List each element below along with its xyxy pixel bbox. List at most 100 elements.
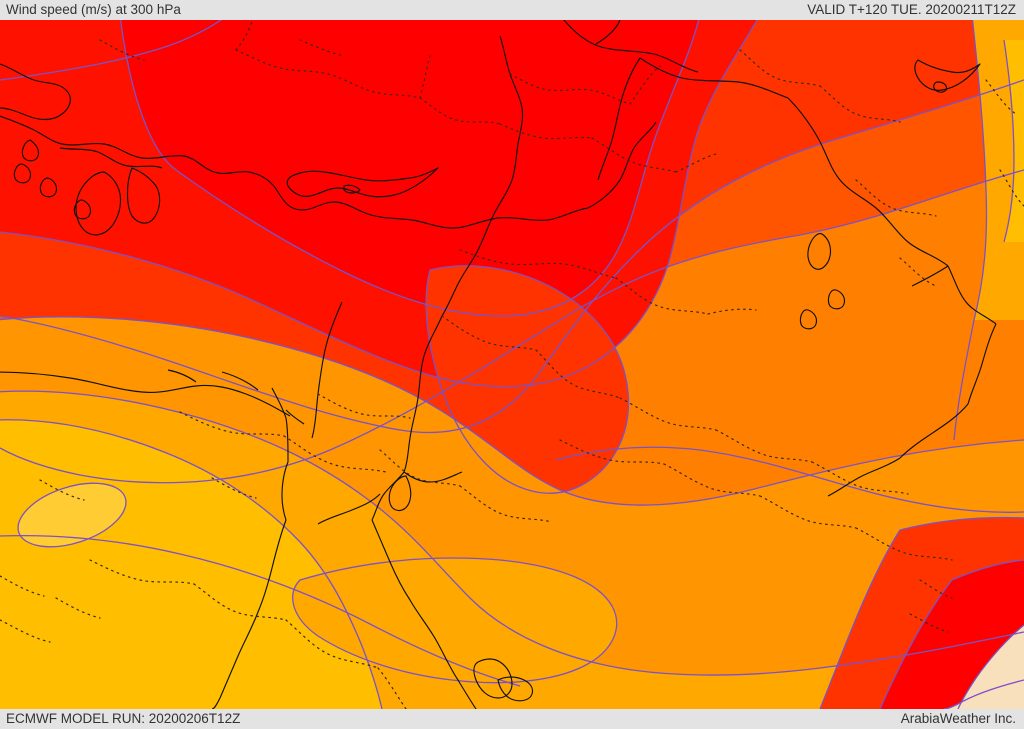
border [459,249,617,279]
border [299,39,345,57]
border [919,579,953,599]
contour-line [292,557,618,684]
contour-line [819,529,901,709]
coastline [403,315,443,473]
coastline [317,493,381,525]
coastline [807,232,832,270]
coastline [388,475,412,512]
border [377,667,407,709]
border [899,257,937,287]
weather-map-canvas[interactable] [0,20,1024,709]
border [0,619,51,643]
contour-line [951,559,1024,581]
border [559,439,665,465]
border [235,49,421,99]
coastline [827,289,846,310]
border [739,49,821,87]
coastline [371,471,405,521]
coastline [799,309,818,330]
coastline [0,371,291,417]
coastline [787,97,949,267]
wind-speed-contour-map [0,20,1024,709]
coastline [13,163,32,184]
border [819,85,901,123]
border [283,435,387,473]
coastline [0,115,251,174]
border [0,575,45,597]
contour-line [555,446,1024,513]
header-bar: Wind speed (m/s) at 300 hPa VALID T+120 … [0,0,1024,20]
coastline [597,57,641,181]
border [55,597,101,619]
border-layer [0,20,1024,709]
contour-line [0,20,223,81]
border [419,97,501,125]
border [707,308,757,315]
border [317,393,411,419]
coastline [21,139,40,162]
border [535,349,621,399]
coastline [285,417,289,462]
footer-bar: ECMWF MODEL RUN: 20200206T12Z ArabiaWeat… [0,709,1024,729]
coastline [947,265,997,325]
contour-line [0,20,758,388]
border [99,39,145,61]
coastline [933,81,948,93]
valid-time-label: VALID T+120 TUE. 20200211T12Z [807,2,1016,17]
border [985,79,1017,115]
coastline [914,59,981,91]
contour-line [0,390,1024,676]
map-title: Wind speed (m/s) at 300 hPa [6,2,181,17]
contour-line [1003,39,1015,243]
coastline [0,63,71,121]
border [629,65,661,105]
border [235,20,254,51]
attribution-label: ArabiaWeather Inc. [900,711,1016,726]
coastline [311,301,343,439]
coastline [587,121,657,209]
border [591,137,677,173]
coastline [167,369,197,383]
contour-line [957,624,1024,709]
model-run-label: ECMWF MODEL RUN: 20200206T12Z [6,711,241,726]
border [89,559,195,585]
band-fill-minimum-pocket [18,483,126,547]
coastline [441,35,524,317]
coastline [247,171,589,229]
coastline [271,387,287,419]
contour-line [943,679,1024,709]
band-fill-se-cream2 [958,625,1024,709]
contour-line-layer [0,20,1024,709]
coastline [639,57,789,99]
coastline [497,676,534,702]
contour-fill-layer [0,20,1024,709]
coastline [39,177,58,198]
contour-line [899,516,1024,531]
contour-line [0,79,1024,434]
border [379,449,461,487]
band-fill-arabia-tongue [292,558,617,683]
coastline [286,167,439,198]
coastline [371,519,477,709]
border [39,479,85,501]
border [855,179,937,217]
coastline [473,658,513,699]
coastline [343,184,361,194]
border [285,619,379,669]
contour-line [120,20,700,317]
contour-line [0,316,1024,506]
coastline [285,409,305,425]
border [499,123,593,140]
coastline [73,199,92,220]
coastline [126,167,161,224]
border [179,411,285,437]
coastline [967,323,997,405]
band-fill-0000 [120,20,699,316]
border [211,477,257,499]
coastline [563,20,699,73]
contour-line [425,265,630,494]
coastline [211,519,287,709]
contour-line [953,20,988,441]
contour-line [879,579,953,709]
